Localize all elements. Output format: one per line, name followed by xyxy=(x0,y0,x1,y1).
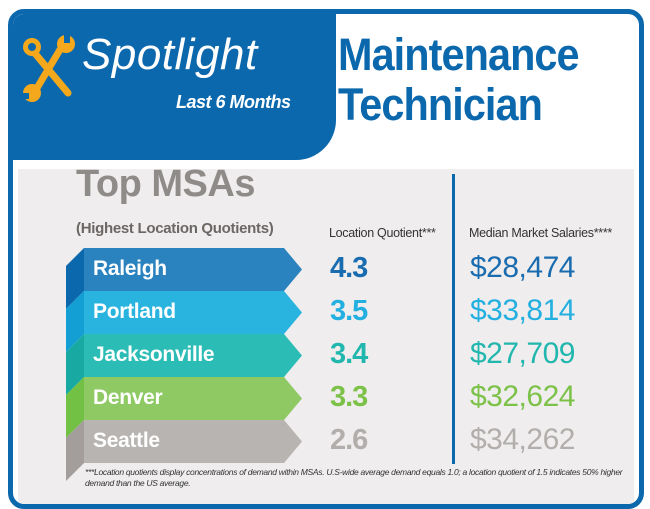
location-quotient-value: 2.6 xyxy=(330,424,368,456)
median-salary-value: $34,262 xyxy=(470,423,575,456)
location-quotient-value: 4.3 xyxy=(330,252,368,284)
city-name: Raleigh xyxy=(93,257,167,280)
period-label: Last 6 Months xyxy=(176,92,291,112)
median-salary-value: $27,709 xyxy=(470,337,575,370)
ribbon-fold xyxy=(66,248,84,309)
city-name: Seattle xyxy=(93,429,160,452)
city-name: Jacksonville xyxy=(93,343,215,366)
ribbon-denver xyxy=(84,377,302,420)
median-salary-value: $28,474 xyxy=(470,251,575,284)
ribbon-portland xyxy=(84,291,302,334)
location-quotient-value: 3.5 xyxy=(330,295,368,327)
footnote: ***Location quotients display concentrat… xyxy=(85,467,623,488)
ribbon-raleigh xyxy=(84,248,302,291)
median-salary-header: Median Market Salaries**** xyxy=(469,226,612,240)
median-salary-value: $32,624 xyxy=(470,380,575,413)
ribbon-fold xyxy=(66,377,84,438)
ribbon-fold xyxy=(66,420,84,481)
column-divider xyxy=(452,174,455,464)
ribbon-jacksonville xyxy=(84,334,302,377)
section-subtitle: (Highest Location Quotients) xyxy=(76,220,274,237)
job-title: Maintenance Technician xyxy=(338,29,580,130)
location-quotient-value: 3.3 xyxy=(330,381,368,413)
wrench-screwdriver-icon xyxy=(23,35,75,102)
location-quotient-value: 3.4 xyxy=(330,338,368,370)
spotlight-label: Spotlight xyxy=(82,30,258,79)
section-title: Top MSAs xyxy=(76,163,255,205)
job-title-line-1: Maintenance xyxy=(338,29,580,80)
ribbon-fold xyxy=(66,291,84,352)
median-salary-value: $33,814 xyxy=(470,294,575,327)
city-name: Portland xyxy=(93,300,176,323)
ribbon-seattle xyxy=(84,420,302,463)
ribbon-fold xyxy=(66,334,84,395)
city-name: Denver xyxy=(93,386,163,409)
job-title-line-2: Technician xyxy=(338,79,543,130)
location-quotient-header: Location Quotient*** xyxy=(329,226,436,240)
